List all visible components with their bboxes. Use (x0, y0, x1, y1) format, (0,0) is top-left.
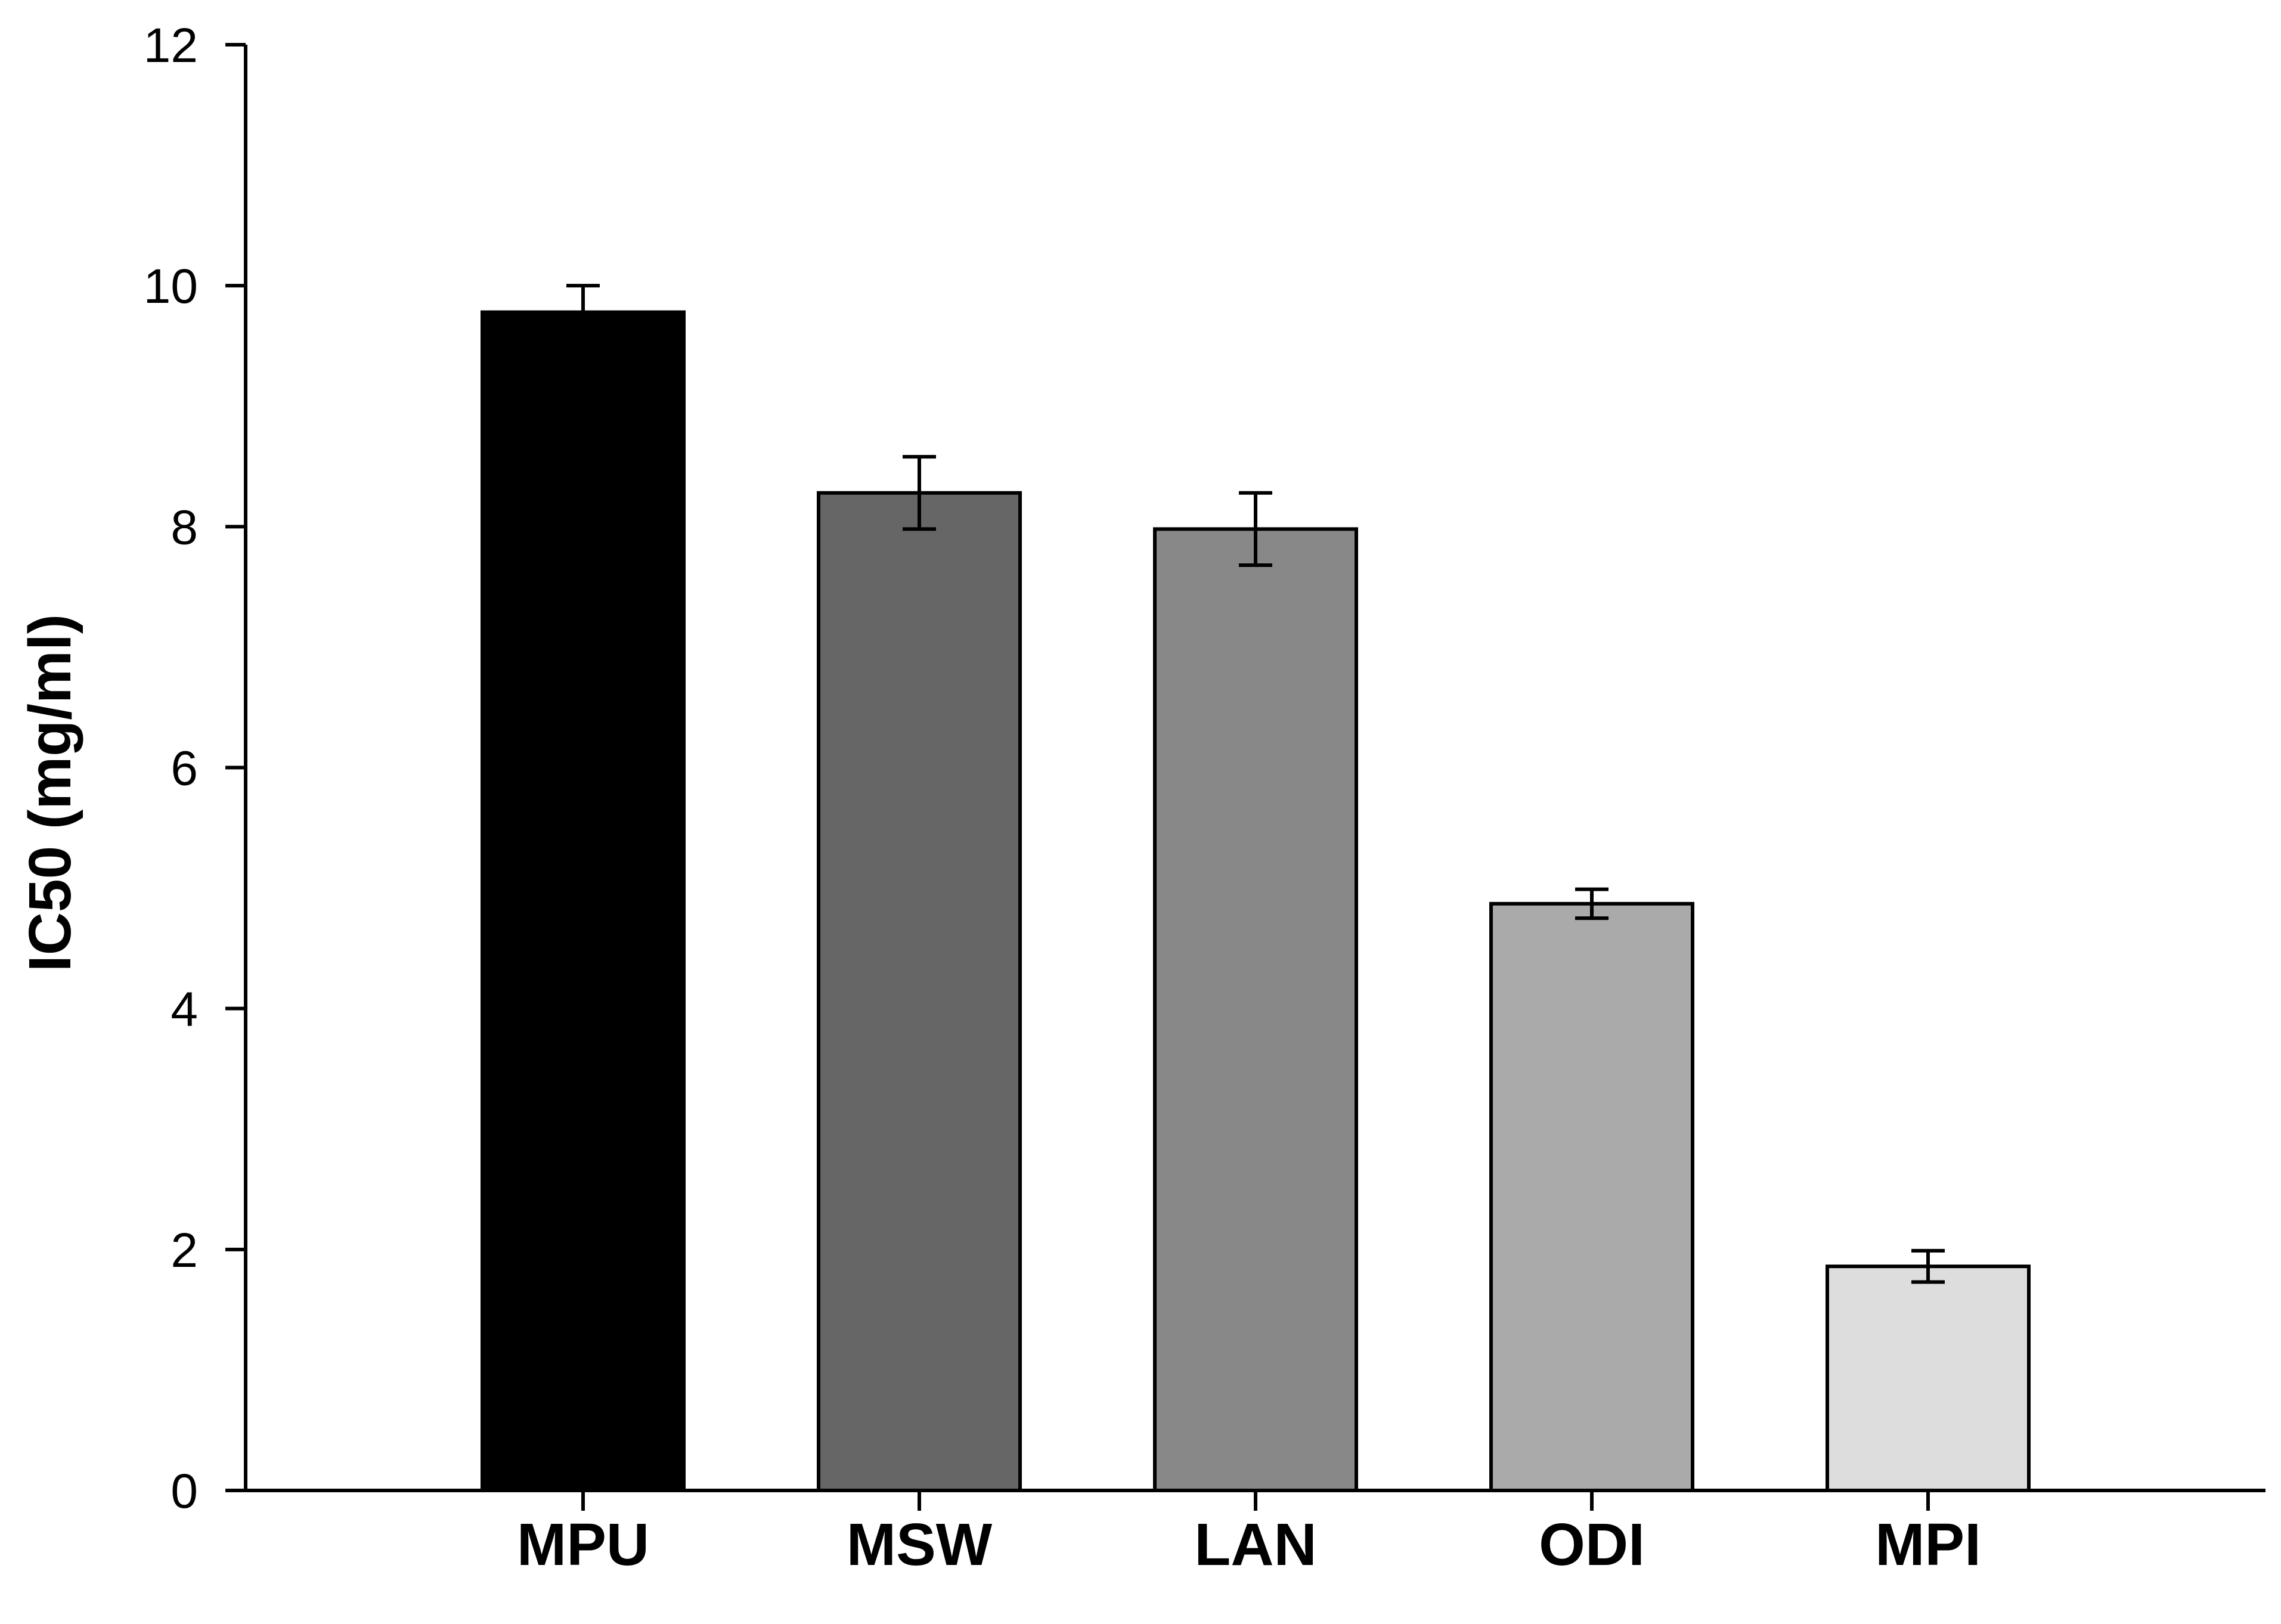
bar-mpi (1826, 1265, 2031, 1492)
bar-mpu (481, 310, 686, 1492)
x-tick-label-mpi: MPI (1875, 1511, 1981, 1578)
x-tick-label-mpu: MPU (517, 1511, 649, 1578)
y-tick-label: 0 (171, 1464, 198, 1518)
y-tick-label: 12 (144, 18, 198, 73)
bar-lan (1153, 527, 1358, 1492)
y-tick-label: 8 (171, 500, 198, 554)
x-tick-label-odi: ODI (1539, 1511, 1645, 1578)
x-tick-label-lan: LAN (1194, 1511, 1317, 1578)
bars-group (481, 310, 2031, 1492)
y-tick-label: 2 (171, 1223, 198, 1278)
bar-odi (1489, 901, 1694, 1492)
y-axis-title: IC50 (mg/ml) (17, 614, 83, 972)
y-tick-label: 4 (171, 983, 198, 1037)
y-tick-label: 6 (171, 742, 198, 796)
y-tick-label: 10 (144, 259, 198, 314)
x-tick-label-msw: MSW (847, 1511, 993, 1578)
x-ticks-group: MPU MSW LAN ODI MPI (517, 1490, 1981, 1578)
y-ticks-group: 0 2 4 6 8 10 12 (144, 18, 246, 1518)
bar-msw (817, 491, 1022, 1492)
error-bars-group (566, 284, 1945, 1284)
